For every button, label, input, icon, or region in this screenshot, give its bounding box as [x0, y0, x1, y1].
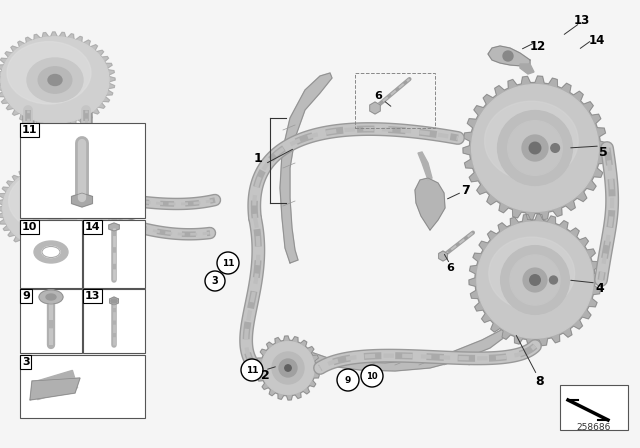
Ellipse shape: [484, 101, 578, 181]
Circle shape: [262, 342, 314, 394]
Text: 3: 3: [22, 357, 29, 367]
Text: 12: 12: [530, 39, 546, 52]
Text: 9: 9: [22, 291, 30, 301]
Text: 258686: 258686: [577, 422, 611, 431]
Circle shape: [472, 85, 598, 211]
Polygon shape: [30, 378, 80, 400]
Text: 14: 14: [85, 222, 100, 232]
Text: 6: 6: [374, 91, 382, 101]
Bar: [20, 123, 145, 218]
Ellipse shape: [111, 299, 117, 303]
Circle shape: [550, 276, 557, 284]
Text: 10: 10: [366, 371, 378, 380]
Ellipse shape: [39, 290, 63, 304]
Text: 2: 2: [260, 369, 269, 382]
Circle shape: [205, 271, 225, 291]
Circle shape: [530, 275, 540, 285]
Bar: [83, 289, 145, 353]
Polygon shape: [72, 193, 92, 207]
Circle shape: [551, 144, 559, 152]
Text: 4: 4: [596, 281, 604, 294]
Bar: [83, 220, 145, 288]
Ellipse shape: [42, 246, 60, 258]
Text: 5: 5: [598, 146, 607, 159]
Polygon shape: [256, 336, 320, 400]
Polygon shape: [109, 297, 118, 305]
Circle shape: [523, 268, 547, 292]
Circle shape: [477, 222, 593, 338]
Text: 3: 3: [212, 276, 218, 286]
Ellipse shape: [40, 196, 70, 220]
Circle shape: [510, 255, 560, 305]
Polygon shape: [415, 178, 445, 230]
Bar: [355, 73, 435, 128]
Circle shape: [217, 252, 239, 274]
Bar: [20, 355, 145, 418]
Text: 13: 13: [85, 291, 100, 301]
Text: 11: 11: [246, 366, 259, 375]
Circle shape: [272, 352, 304, 384]
Text: 11: 11: [221, 258, 234, 267]
Circle shape: [529, 142, 541, 154]
Text: 14: 14: [589, 34, 605, 47]
Polygon shape: [109, 223, 119, 231]
Text: 11: 11: [22, 125, 38, 135]
Ellipse shape: [34, 241, 68, 263]
Polygon shape: [520, 64, 534, 74]
Circle shape: [497, 111, 572, 185]
Bar: [20, 289, 82, 353]
FancyArrow shape: [33, 370, 77, 400]
Circle shape: [279, 359, 297, 377]
Ellipse shape: [49, 203, 61, 213]
Ellipse shape: [489, 237, 575, 310]
Text: 13: 13: [574, 13, 590, 26]
Polygon shape: [463, 76, 607, 220]
Text: 8: 8: [536, 375, 544, 388]
Text: 9: 9: [345, 375, 351, 384]
Circle shape: [361, 365, 383, 387]
Polygon shape: [305, 328, 510, 371]
Polygon shape: [0, 162, 113, 254]
Bar: [20, 220, 82, 288]
Ellipse shape: [8, 171, 90, 231]
Circle shape: [241, 359, 263, 381]
Polygon shape: [418, 152, 432, 180]
Ellipse shape: [38, 67, 72, 93]
Ellipse shape: [27, 58, 83, 102]
Circle shape: [500, 246, 570, 314]
Ellipse shape: [3, 167, 108, 250]
Ellipse shape: [48, 74, 62, 86]
Ellipse shape: [1, 37, 109, 123]
Circle shape: [337, 369, 359, 391]
Polygon shape: [488, 46, 530, 66]
Ellipse shape: [29, 188, 81, 228]
Ellipse shape: [7, 42, 91, 104]
Circle shape: [503, 51, 513, 61]
Polygon shape: [370, 102, 380, 114]
Bar: [560, 385, 628, 430]
Circle shape: [522, 135, 548, 161]
Polygon shape: [280, 73, 332, 263]
Text: 7: 7: [461, 184, 469, 197]
Circle shape: [285, 365, 291, 371]
Circle shape: [508, 121, 563, 175]
Polygon shape: [438, 251, 447, 261]
Ellipse shape: [46, 294, 56, 300]
Text: 1: 1: [253, 151, 262, 164]
Polygon shape: [0, 32, 115, 128]
Polygon shape: [469, 214, 601, 346]
Text: 6: 6: [446, 263, 454, 273]
Text: 10: 10: [22, 222, 37, 232]
